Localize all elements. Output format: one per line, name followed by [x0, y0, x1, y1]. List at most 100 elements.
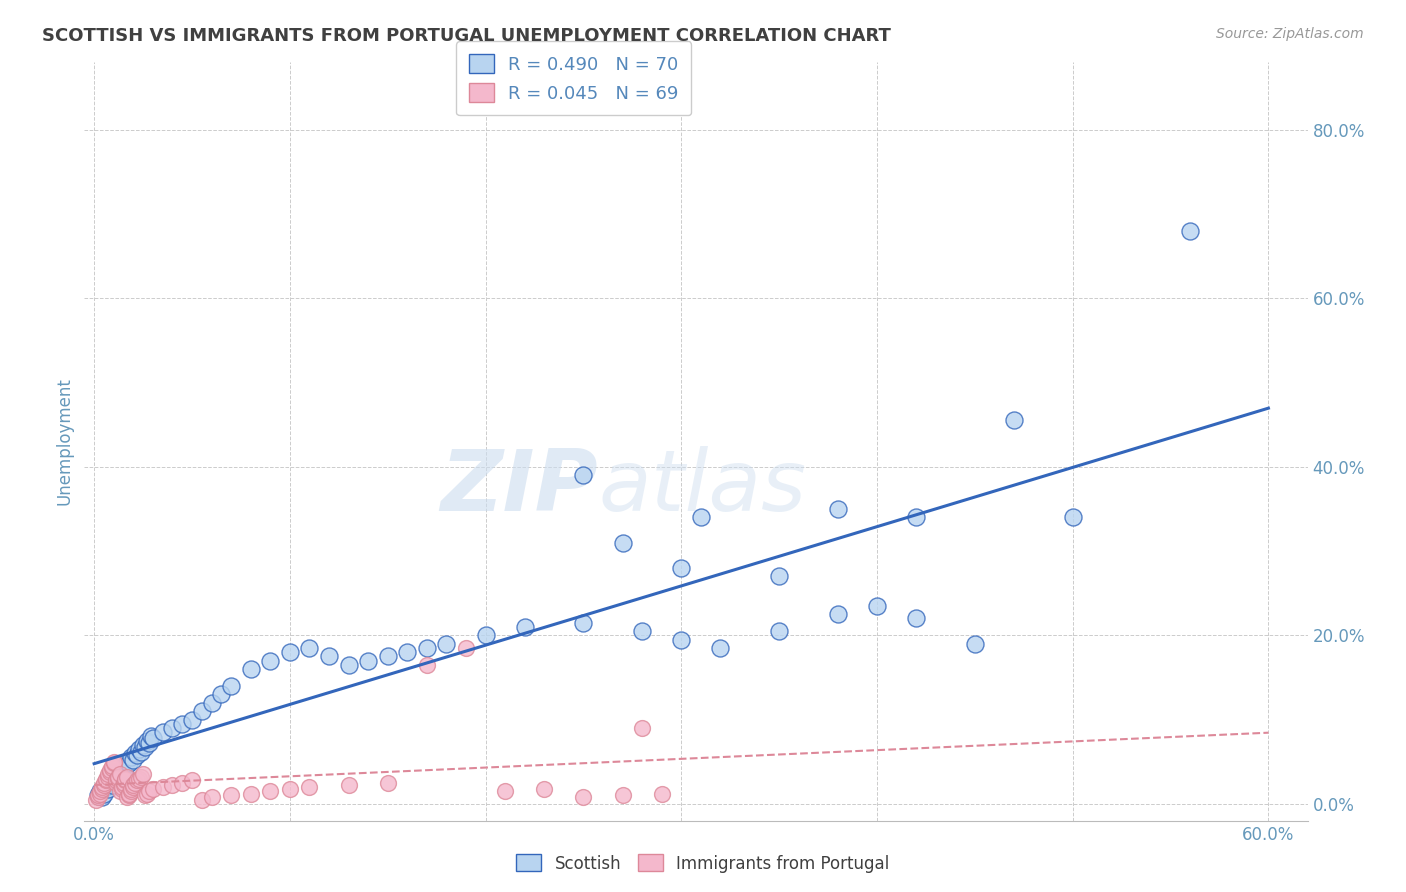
Point [120, 750, 142, 764]
Point [103, 772, 125, 786]
Point [671, 632, 693, 647]
Point [134, 739, 156, 754]
Point [136, 787, 159, 801]
Point [94, 773, 117, 788]
Point [91, 781, 114, 796]
Point [533, 781, 555, 796]
Point [416, 657, 439, 672]
Point [124, 776, 146, 790]
Point [93, 787, 115, 801]
Point [97, 781, 120, 796]
Point [110, 781, 132, 796]
Point [87, 790, 110, 805]
Point [97, 767, 120, 781]
Point [337, 657, 360, 672]
Point [689, 510, 711, 524]
Text: Source: ZipAtlas.com: Source: ZipAtlas.com [1216, 27, 1364, 41]
Point [181, 713, 204, 727]
Point [142, 781, 165, 796]
Point [191, 704, 214, 718]
Point [104, 767, 127, 781]
Point [117, 790, 139, 805]
Point [377, 776, 399, 790]
Point [1178, 224, 1201, 238]
Point [768, 624, 790, 639]
Point [129, 770, 152, 784]
Point [93, 776, 115, 790]
Point [107, 770, 129, 784]
Point [108, 784, 131, 798]
Point [97, 770, 120, 784]
Point [104, 776, 127, 790]
Point [98, 764, 121, 779]
Point [103, 773, 125, 788]
Point [139, 730, 162, 744]
Point [117, 770, 139, 784]
Point [100, 761, 122, 775]
Point [127, 773, 149, 788]
Point [107, 770, 129, 784]
Point [259, 784, 281, 798]
Point [122, 778, 145, 792]
Point [651, 787, 673, 801]
Point [89, 787, 111, 801]
Point [91, 790, 114, 805]
Point [866, 599, 889, 613]
Point [114, 773, 136, 788]
Point [89, 784, 111, 798]
Text: atlas: atlas [598, 445, 806, 529]
Point [239, 787, 262, 801]
Point [1062, 510, 1084, 524]
Point [239, 662, 262, 676]
Point [110, 764, 132, 779]
Point [905, 611, 928, 625]
Point [396, 645, 419, 659]
Point [118, 787, 141, 801]
Point [110, 780, 132, 794]
Point [298, 780, 321, 794]
Point [84, 792, 107, 806]
Point [91, 780, 114, 794]
Point [827, 502, 849, 516]
Y-axis label: Unemployment: Unemployment [55, 377, 73, 506]
Point [94, 780, 117, 794]
Point [104, 773, 127, 788]
Point [124, 746, 146, 760]
Point [120, 784, 142, 798]
Point [108, 767, 131, 781]
Point [278, 781, 301, 796]
Point [671, 561, 693, 575]
Point [572, 468, 595, 483]
Text: SCOTTISH VS IMMIGRANTS FROM PORTUGAL UNEMPLOYMENT CORRELATION CHART: SCOTTISH VS IMMIGRANTS FROM PORTUGAL UNE… [42, 27, 891, 45]
Point [709, 640, 731, 655]
Point [337, 778, 360, 792]
Point [89, 784, 111, 798]
Legend: Scottish, Immigrants from Portugal: Scottish, Immigrants from Portugal [510, 847, 896, 880]
Point [103, 756, 125, 771]
Text: ZIP: ZIP [440, 445, 598, 529]
Point [87, 789, 110, 803]
Point [120, 781, 142, 796]
Point [127, 747, 149, 762]
Point [107, 772, 129, 786]
Point [298, 640, 321, 655]
Legend: R = 0.490   N = 70, R = 0.045   N = 69: R = 0.490 N = 70, R = 0.045 N = 69 [456, 41, 692, 115]
Point [136, 733, 159, 747]
Point [128, 742, 150, 756]
Point [209, 687, 232, 701]
Point [132, 738, 155, 752]
Point [108, 763, 131, 777]
Point [513, 620, 536, 634]
Point [905, 510, 928, 524]
Point [200, 790, 222, 805]
Point [963, 637, 986, 651]
Point [94, 772, 117, 786]
Point [112, 759, 135, 773]
Point [112, 778, 135, 792]
Point [357, 654, 380, 668]
Point [172, 776, 194, 790]
Point [112, 776, 135, 790]
Point [200, 696, 222, 710]
Point [142, 731, 165, 745]
Point [93, 778, 115, 792]
